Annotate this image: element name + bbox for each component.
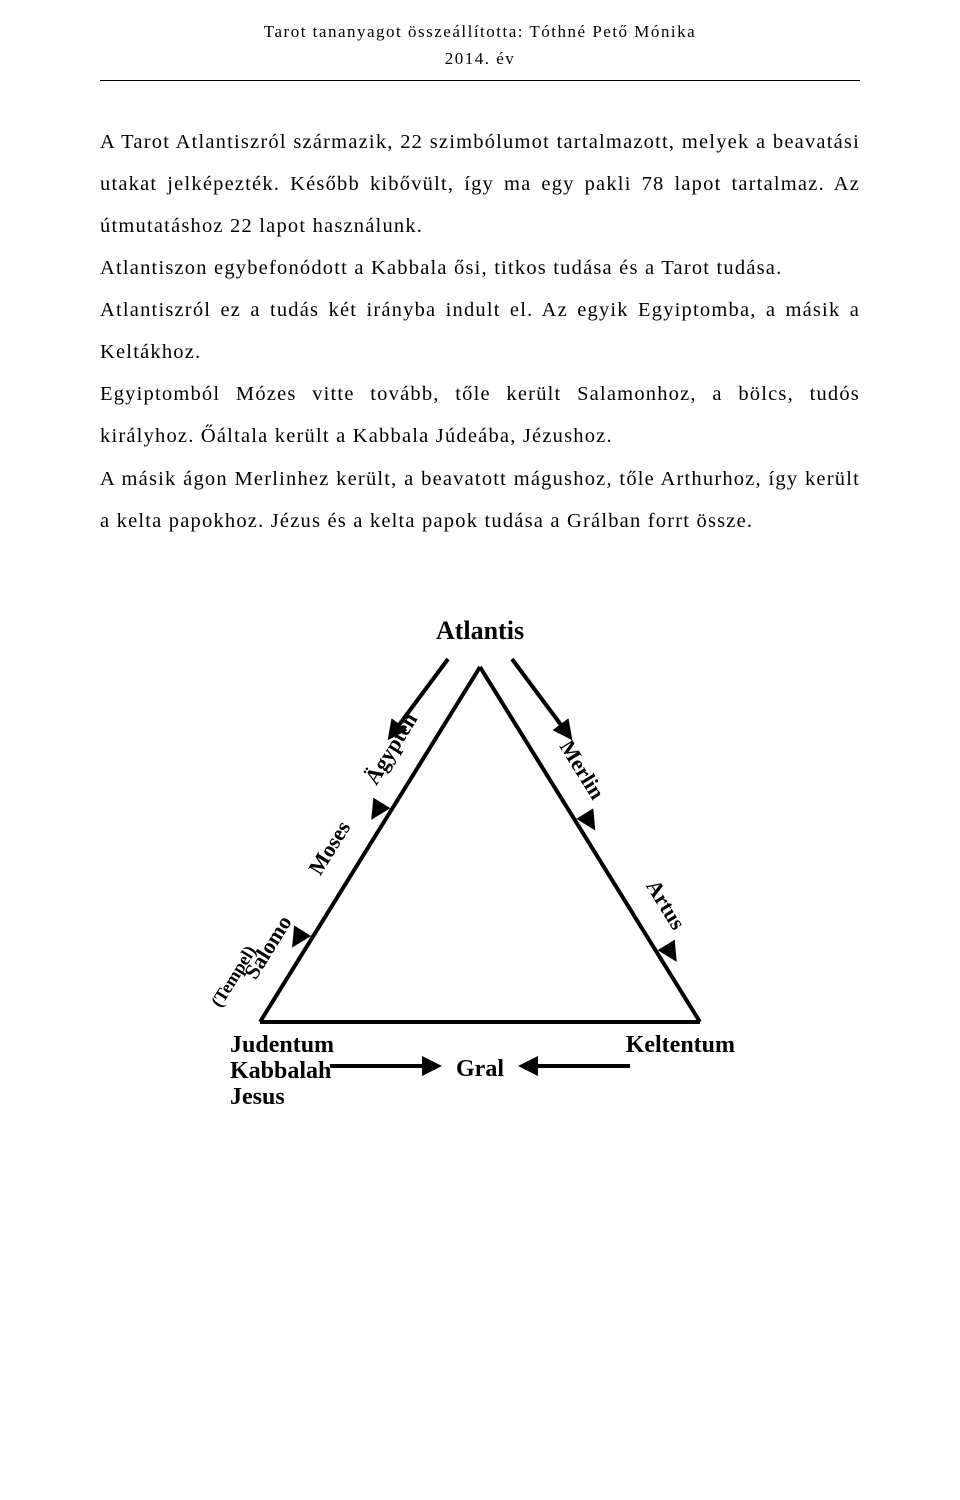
header-line-2: 2014. év [100,45,860,72]
paragraph-5: A másik ágon Merlinhez került, a beavato… [100,458,860,542]
paragraph-1: A Tarot Atlantiszról származik, 22 szimb… [100,121,860,247]
svg-text:Kabbalah: Kabbalah [230,1058,331,1084]
diagram-container: AtlantisÄgyptenMosesSalomo(Tempel)Merlin… [100,592,860,1112]
svg-text:Jesus: Jesus [230,1084,285,1110]
page: Tarot tananyagot összeállította: Tóthné … [0,0,960,1152]
body-text: A Tarot Atlantiszról származik, 22 szimb… [100,121,860,541]
header-line-1: Tarot tananyagot összeállította: Tóthné … [100,18,860,45]
svg-text:Merlin: Merlin [555,735,610,803]
svg-text:Keltentum: Keltentum [626,1032,735,1058]
svg-text:Gral: Gral [456,1056,504,1082]
svg-text:Artus: Artus [641,875,691,934]
paragraph-2: Atlantiszon egybefonódott a Kabbala ősi,… [100,247,860,289]
svg-text:Judentum: Judentum [230,1032,334,1058]
page-header: Tarot tananyagot összeállította: Tóthné … [100,18,860,81]
paragraph-4: Egyiptomból Mózes vitte tovább, tőle ker… [100,373,860,457]
triangle-diagram: AtlantisÄgyptenMosesSalomo(Tempel)Merlin… [180,592,780,1112]
svg-text:Moses: Moses [303,815,355,878]
svg-text:Atlantis: Atlantis [436,616,524,645]
paragraph-3: Atlantiszról ez a tudás két irányba indu… [100,289,860,373]
